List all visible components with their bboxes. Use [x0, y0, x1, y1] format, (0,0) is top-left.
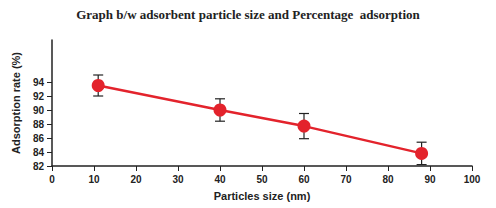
svg-text:82: 82: [33, 161, 45, 172]
svg-text:94: 94: [33, 77, 45, 88]
svg-text:80: 80: [382, 174, 394, 185]
svg-text:90: 90: [33, 105, 45, 116]
svg-text:40: 40: [214, 174, 226, 185]
svg-text:Particles size (nm): Particles size (nm): [214, 190, 311, 202]
svg-text:0: 0: [49, 174, 55, 185]
svg-text:Graph b/w adsorbent particle s: Graph b/w adsorbent particle size and Pe…: [76, 7, 420, 22]
svg-text:30: 30: [172, 174, 184, 185]
svg-text:88: 88: [33, 119, 45, 130]
svg-text:84: 84: [33, 147, 45, 158]
svg-text:70: 70: [340, 174, 352, 185]
svg-text:86: 86: [33, 133, 45, 144]
svg-text:90: 90: [424, 174, 436, 185]
svg-text:50: 50: [256, 174, 268, 185]
svg-text:20: 20: [130, 174, 142, 185]
svg-text:10: 10: [88, 174, 100, 185]
svg-text:60: 60: [298, 174, 310, 185]
svg-text:92: 92: [33, 91, 45, 102]
svg-text:Adsorption rate (%): Adsorption rate (%): [10, 52, 22, 154]
svg-text:100: 100: [464, 174, 481, 185]
